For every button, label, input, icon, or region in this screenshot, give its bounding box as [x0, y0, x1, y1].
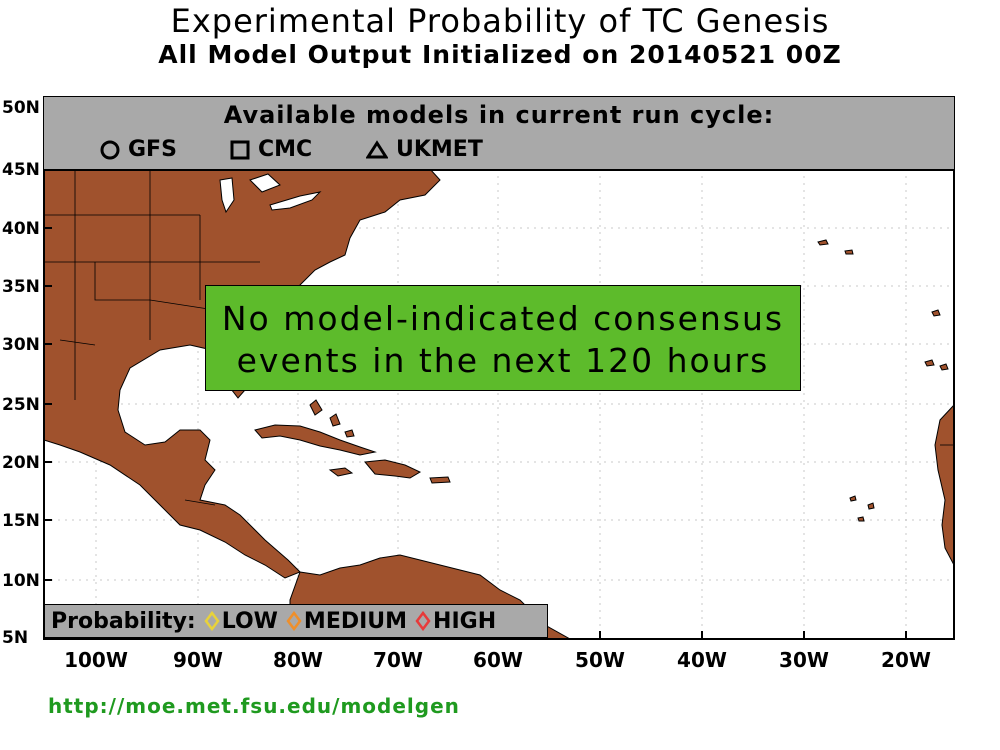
lat-label: 45N	[2, 160, 40, 180]
lon-label: 90W	[173, 648, 223, 672]
lat-label: 35N	[2, 277, 40, 297]
lat-label: 30N	[2, 335, 40, 355]
diamond-icon	[204, 611, 220, 631]
probability-legend: Probability: LOW MEDIUM HIGH	[44, 604, 548, 638]
lon-label: 100W	[64, 648, 128, 672]
probability-label: Probability:	[51, 608, 196, 634]
map-title: Experimental Probability of TC Genesis	[170, 2, 830, 40]
political-borders	[44, 169, 954, 506]
square-icon	[230, 140, 250, 159]
model-label: CMC	[258, 137, 313, 162]
model-label: UKMET	[396, 137, 483, 162]
model-label: GFS	[128, 137, 177, 162]
cuba-island	[254, 424, 377, 456]
source-url: http://moe.met.fsu.edu/modelgen	[48, 694, 460, 718]
puerto-rico-island	[429, 476, 451, 484]
lon-label: 30W	[779, 648, 829, 672]
probability-high-label: HIGH	[433, 608, 497, 634]
lat-label: 40N	[2, 219, 40, 239]
models-panel: Available models in current run cycle: G…	[44, 97, 954, 171]
diamond-icon	[415, 611, 431, 631]
models-heading: Available models in current run cycle:	[223, 101, 775, 129]
lon-label: 60W	[473, 648, 523, 672]
triangle-icon	[366, 139, 388, 158]
consensus-line-2: events in the next 120 hours	[236, 341, 770, 380]
probability-low-label: LOW	[221, 608, 278, 634]
model-gfs: GFS	[100, 137, 177, 162]
hispaniola-island	[364, 459, 422, 479]
model-cmc: CMC	[230, 137, 312, 162]
circle-icon	[100, 140, 120, 159]
north-america-land	[43, 168, 441, 579]
model-ukmet: UKMET	[366, 137, 483, 162]
lat-label: 20N	[2, 453, 40, 473]
great-lakes	[219, 173, 322, 214]
map-subtitle: All Model Output Initialized on 20140521…	[158, 40, 842, 69]
lat-label: 10N	[2, 571, 40, 591]
lat-label: 50N	[2, 98, 40, 118]
lat-label: 25N	[2, 395, 40, 415]
probability-medium-label: MEDIUM	[303, 608, 408, 634]
diamond-icon	[286, 611, 302, 631]
lon-label: 80W	[273, 648, 323, 672]
lon-label: 40W	[677, 648, 727, 672]
lon-label: 50W	[575, 648, 625, 672]
jamaica-island	[328, 467, 354, 477]
consensus-line-1: No model-indicated consensus	[221, 299, 785, 338]
lat-label: 5N	[2, 628, 29, 648]
lon-label: 70W	[373, 648, 423, 672]
lon-label: 20W	[881, 648, 931, 672]
consensus-message: No model-indicated consensus events in t…	[205, 285, 801, 391]
lat-label: 15N	[2, 511, 40, 531]
